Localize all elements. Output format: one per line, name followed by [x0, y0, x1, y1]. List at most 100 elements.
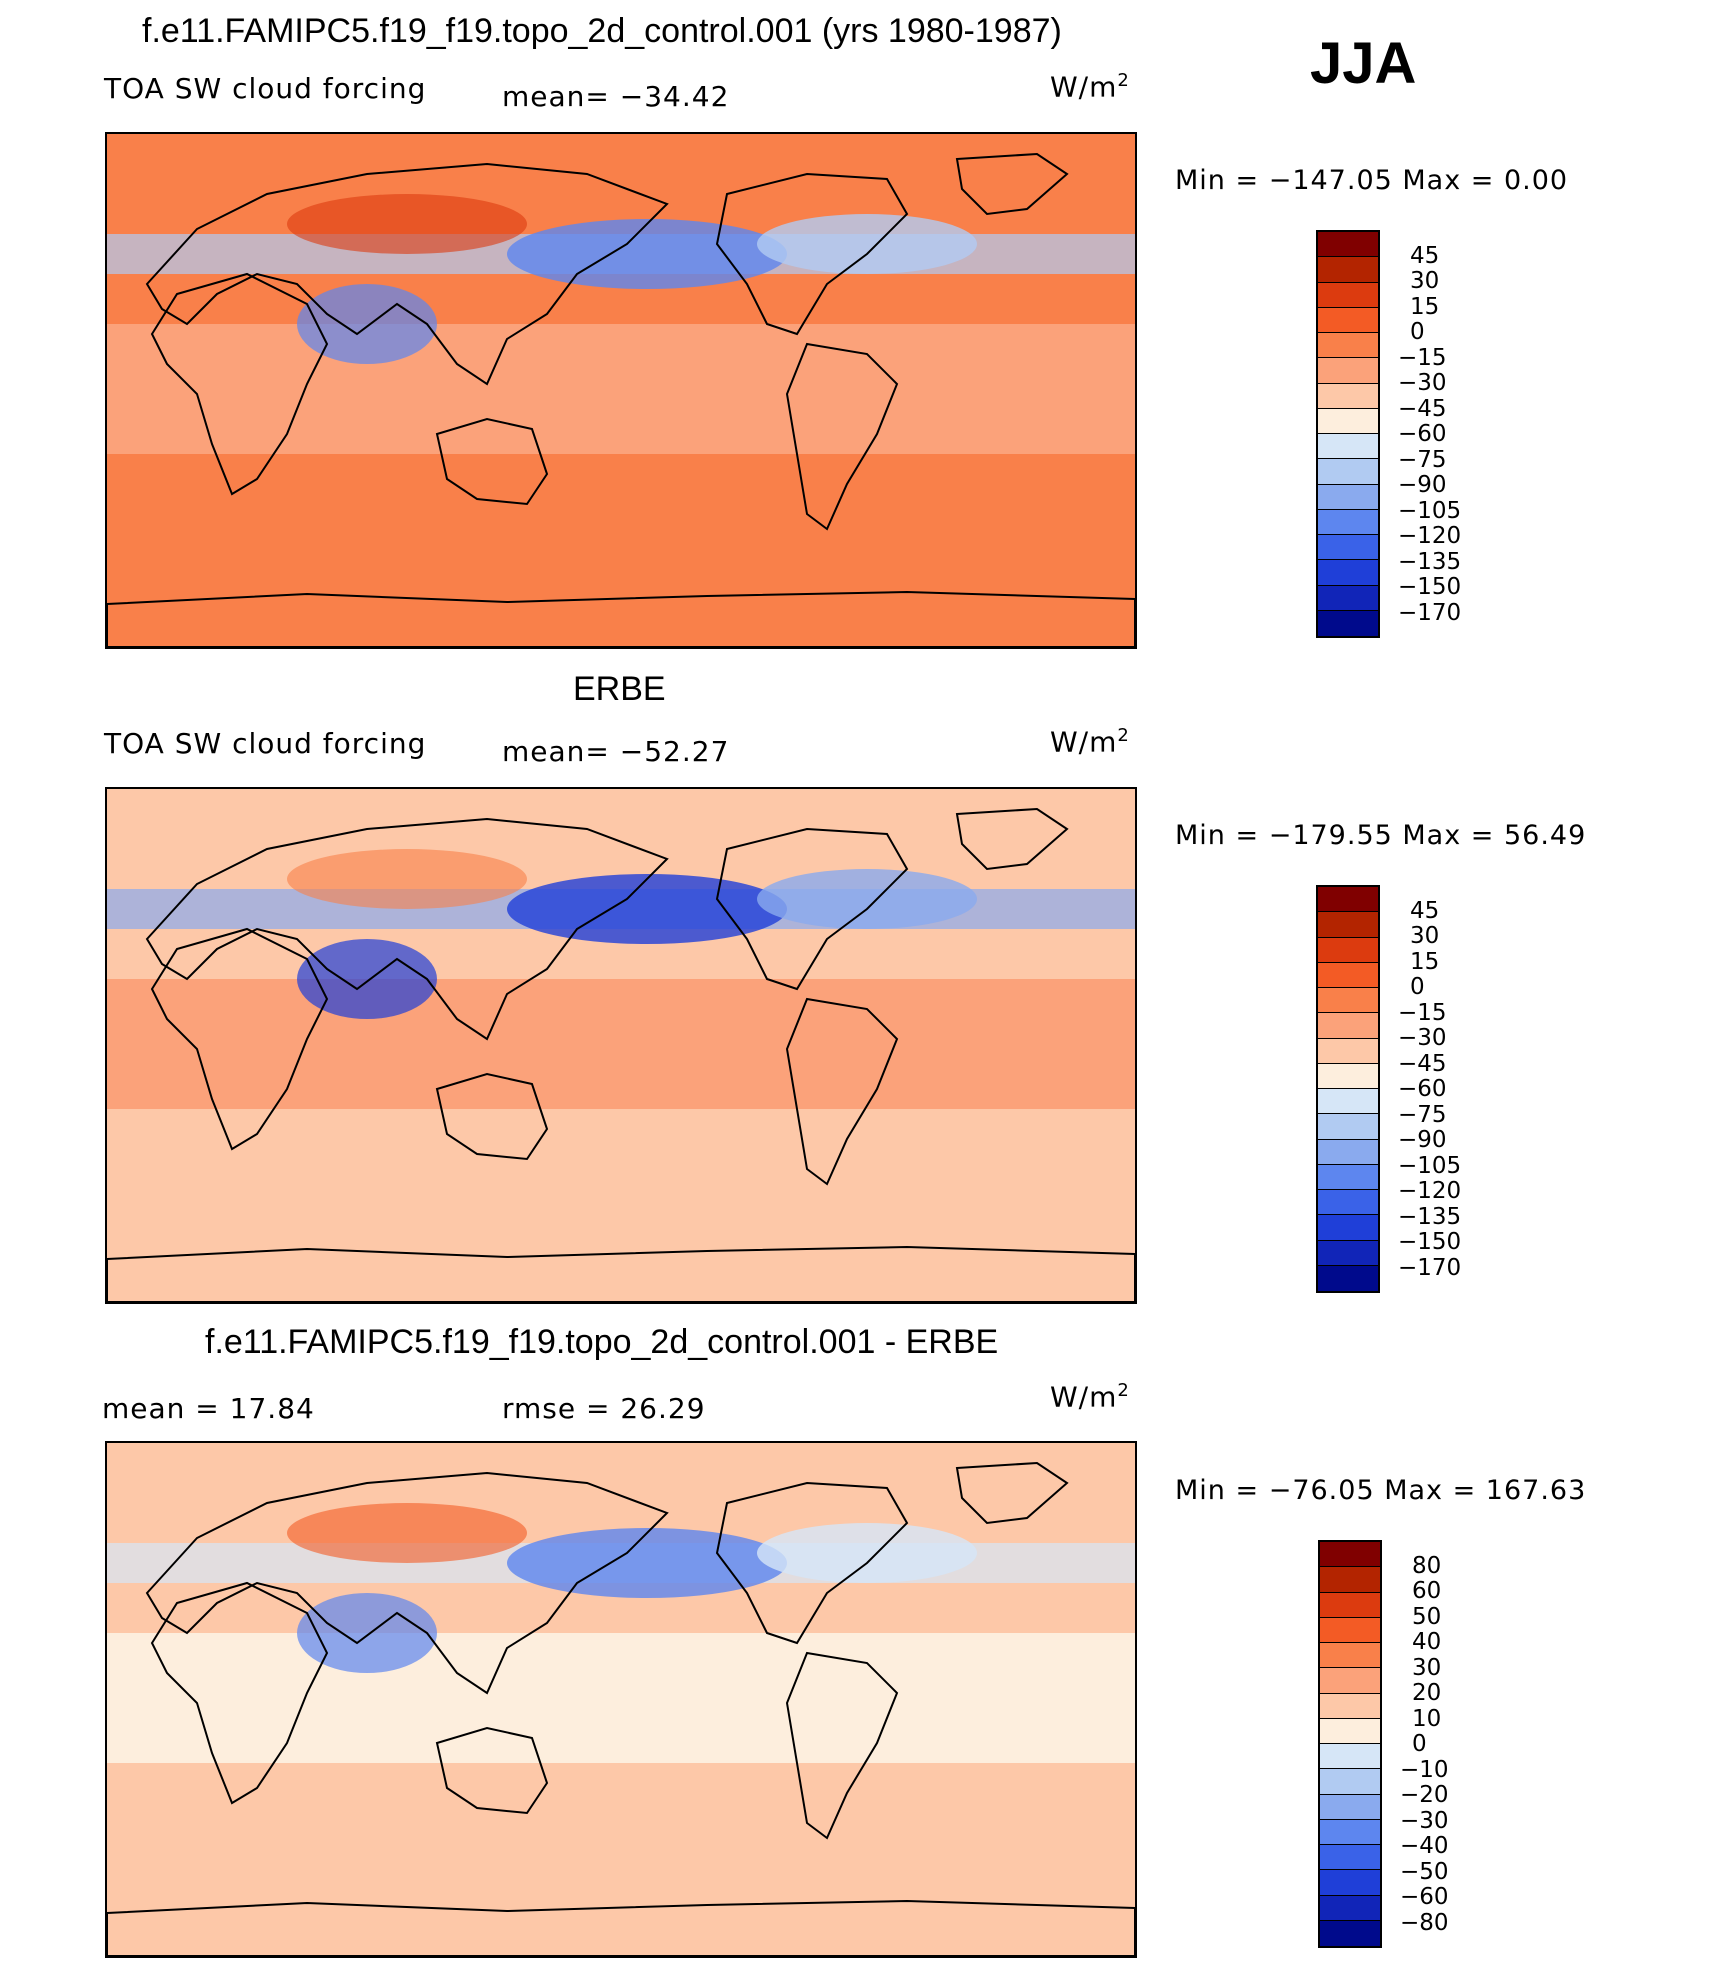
colorbar-tick-label: −30 — [1398, 1025, 1447, 1051]
panel-2-variable-label: TOA SW cloud forcing — [104, 727, 427, 760]
colorbar-tick-label: −120 — [1398, 1178, 1462, 1204]
colorbar-swatch — [1318, 1164, 1378, 1190]
coastline — [785, 1651, 899, 1840]
colorbar-tick-label: 50 — [1412, 1603, 1442, 1630]
coastline — [150, 1581, 329, 1805]
colorbar-tick-label: 0 — [1410, 974, 1425, 1000]
colorbar-tick-label: −75 — [1398, 1101, 1447, 1128]
colorbar-swatch — [1318, 484, 1378, 510]
colorbar-swatch — [1318, 912, 1378, 938]
colorbar-tick-label: 40 — [1412, 1629, 1442, 1655]
map-tropical-band — [107, 1633, 1135, 1763]
colorbar-tick-label: −30 — [1398, 370, 1447, 396]
coastline — [145, 817, 669, 1041]
colorbar-swatch — [1320, 1567, 1380, 1593]
colorbar-tick-label: −90 — [1398, 472, 1447, 498]
map-atlantic-feature — [757, 214, 977, 274]
colorbar-swatch — [1318, 383, 1378, 409]
colorbar-swatch — [1320, 1845, 1380, 1871]
colorbar-tick-label: 15 — [1410, 948, 1440, 975]
colorbar-swatch — [1318, 1114, 1378, 1140]
colorbar-swatch — [1318, 1139, 1378, 1165]
colorbar-tick-label: −120 — [1398, 523, 1462, 549]
coastline — [955, 152, 1069, 216]
coastline — [145, 1471, 669, 1695]
colorbar-tick-label: −10 — [1400, 1756, 1449, 1783]
colorbar-tick-label: 30 — [1410, 923, 1440, 949]
coastline — [107, 1245, 1135, 1302]
colorbar-swatch — [1320, 1643, 1380, 1669]
coastline — [715, 1481, 909, 1645]
coastline — [435, 1726, 549, 1815]
colorbar-swatch — [1318, 1063, 1378, 1089]
colorbar-tick-label: −45 — [1398, 395, 1447, 422]
colorbar-swatch — [1318, 333, 1378, 359]
colorbar-tick-label: 10 — [1412, 1705, 1442, 1732]
colorbar-swatch — [1318, 962, 1378, 988]
colorbar-tick-label: −40 — [1400, 1833, 1449, 1859]
panel-3-colorbar-ticks: 80 60 50 40 30 20 10 0 −10 −20 −30 −40 −50 −60 −80 — [1400, 1540, 1490, 1948]
panel-2-colorbar — [1316, 885, 1380, 1293]
colorbar-swatch — [1318, 610, 1378, 636]
colorbar-swatch — [1320, 1542, 1380, 1568]
colorbar-swatch — [1320, 1794, 1380, 1820]
coastline — [150, 272, 329, 496]
colorbar-swatch — [1320, 1819, 1380, 1845]
colorbar-swatch — [1318, 585, 1378, 611]
colorbar-tick-label: −150 — [1398, 1229, 1462, 1255]
colorbar-tick-label: 20 — [1412, 1680, 1442, 1706]
colorbar-tick-label: 15 — [1410, 293, 1440, 320]
map-asia-feature — [297, 284, 437, 364]
map-eurasia-feature — [287, 194, 527, 254]
colorbar-swatch — [1318, 1089, 1378, 1115]
colorbar-swatch — [1318, 459, 1378, 485]
colorbar-tick-label: −60 — [1398, 1076, 1447, 1102]
colorbar-tick-label: −50 — [1400, 1858, 1449, 1885]
colorbar-swatch — [1320, 1870, 1380, 1896]
map-asia-feature — [297, 939, 437, 1019]
colorbar-swatch — [1318, 509, 1378, 535]
coastline — [150, 927, 329, 1151]
panel-1-min-max: Min = −147.05 Max = 0.00 — [1175, 165, 1569, 196]
panel-1-colorbar — [1316, 230, 1380, 638]
colorbar-swatch — [1318, 1215, 1378, 1241]
colorbar-tick-label: −45 — [1398, 1050, 1447, 1077]
map-tropical-band — [107, 324, 1135, 454]
panel-1-unit-label: W/m2 — [1050, 70, 1130, 104]
colorbar-tick-label: 0 — [1410, 319, 1425, 345]
colorbar-tick-label: 0 — [1412, 1731, 1427, 1757]
colorbar-swatch — [1320, 1617, 1380, 1643]
map-asia-feature — [297, 1593, 437, 1673]
panel-3-unit-label: W/m2 — [1050, 1380, 1130, 1414]
coastline — [107, 590, 1135, 647]
colorbar-swatch — [1320, 1744, 1380, 1770]
panel-2-unit-label: W/m2 — [1050, 725, 1130, 759]
colorbar-swatch — [1318, 1038, 1378, 1064]
panel-1-variable-label: TOA SW cloud forcing — [104, 72, 427, 105]
map-atlantic-feature — [757, 869, 977, 929]
coastline — [715, 172, 909, 336]
coastline — [955, 1461, 1069, 1525]
panel-2-title: ERBE — [573, 670, 666, 708]
colorbar-tick-label: 45 — [1410, 242, 1440, 269]
colorbar-swatch — [1318, 1013, 1378, 1039]
map-eurasia-feature — [287, 1503, 527, 1563]
panel-3-mean-label: mean = 17.84 — [102, 1392, 315, 1425]
colorbar-tick-label: −105 — [1398, 497, 1462, 524]
coastline — [785, 342, 899, 531]
coastline — [435, 1072, 549, 1161]
colorbar-swatch — [1318, 358, 1378, 384]
colorbar-swatch — [1318, 560, 1378, 586]
colorbar-swatch — [1318, 282, 1378, 308]
colorbar-swatch — [1320, 1668, 1380, 1694]
map-eurasia-feature — [287, 849, 527, 909]
colorbar-tick-label: −135 — [1398, 548, 1462, 575]
colorbar-tick-label: −105 — [1398, 1152, 1462, 1179]
colorbar-swatch — [1320, 1592, 1380, 1618]
colorbar-tick-label: −15 — [1398, 344, 1447, 371]
colorbar-swatch — [1318, 1190, 1378, 1216]
colorbar-tick-label: −90 — [1398, 1127, 1447, 1153]
panel-3-title: f.e11.FAMIPC5.f19_f19.topo_2d_control.00… — [205, 1323, 999, 1361]
panel-3-rmse-label: rmse = 26.29 — [502, 1392, 706, 1425]
coastline — [145, 162, 669, 386]
